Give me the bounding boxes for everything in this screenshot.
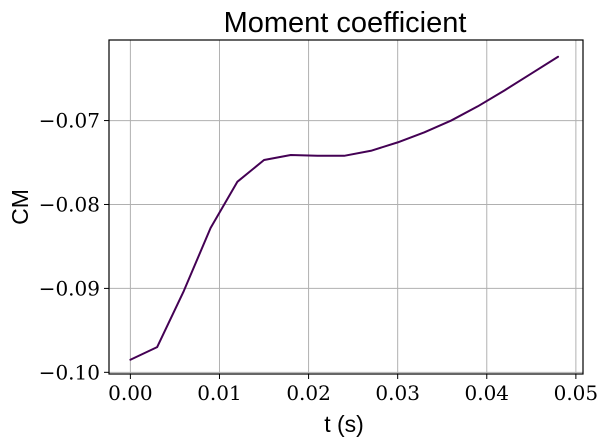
x-tick-label: 0.02 bbox=[286, 381, 331, 405]
x-tick-label: 0.05 bbox=[554, 381, 599, 405]
x-tick-label: 0.01 bbox=[197, 381, 242, 405]
plot-area-frame bbox=[108, 39, 584, 375]
y-tick-label: −0.07 bbox=[39, 109, 100, 133]
x-tick-label: 0.04 bbox=[465, 381, 510, 405]
chart-title: Moment coefficient bbox=[224, 7, 467, 39]
ticks-layer: 0.00 0.01 0.02 0.03 0.04 0.05 −0.10 −0.09 −0.08 −… bbox=[39, 109, 598, 405]
y-tick-label: −0.09 bbox=[39, 276, 100, 300]
x-tick-label: 0.03 bbox=[375, 381, 420, 405]
y-tick-label: −0.10 bbox=[39, 360, 100, 384]
y-axis-label: CM bbox=[7, 189, 33, 225]
series-layer bbox=[129, 55, 560, 361]
series-line bbox=[129, 55, 560, 361]
grid-layer bbox=[109, 40, 583, 374]
x-tick-label: 0.00 bbox=[108, 381, 153, 405]
y-tick-label: −0.08 bbox=[39, 192, 100, 216]
x-axis-label: t (s) bbox=[324, 411, 364, 437]
